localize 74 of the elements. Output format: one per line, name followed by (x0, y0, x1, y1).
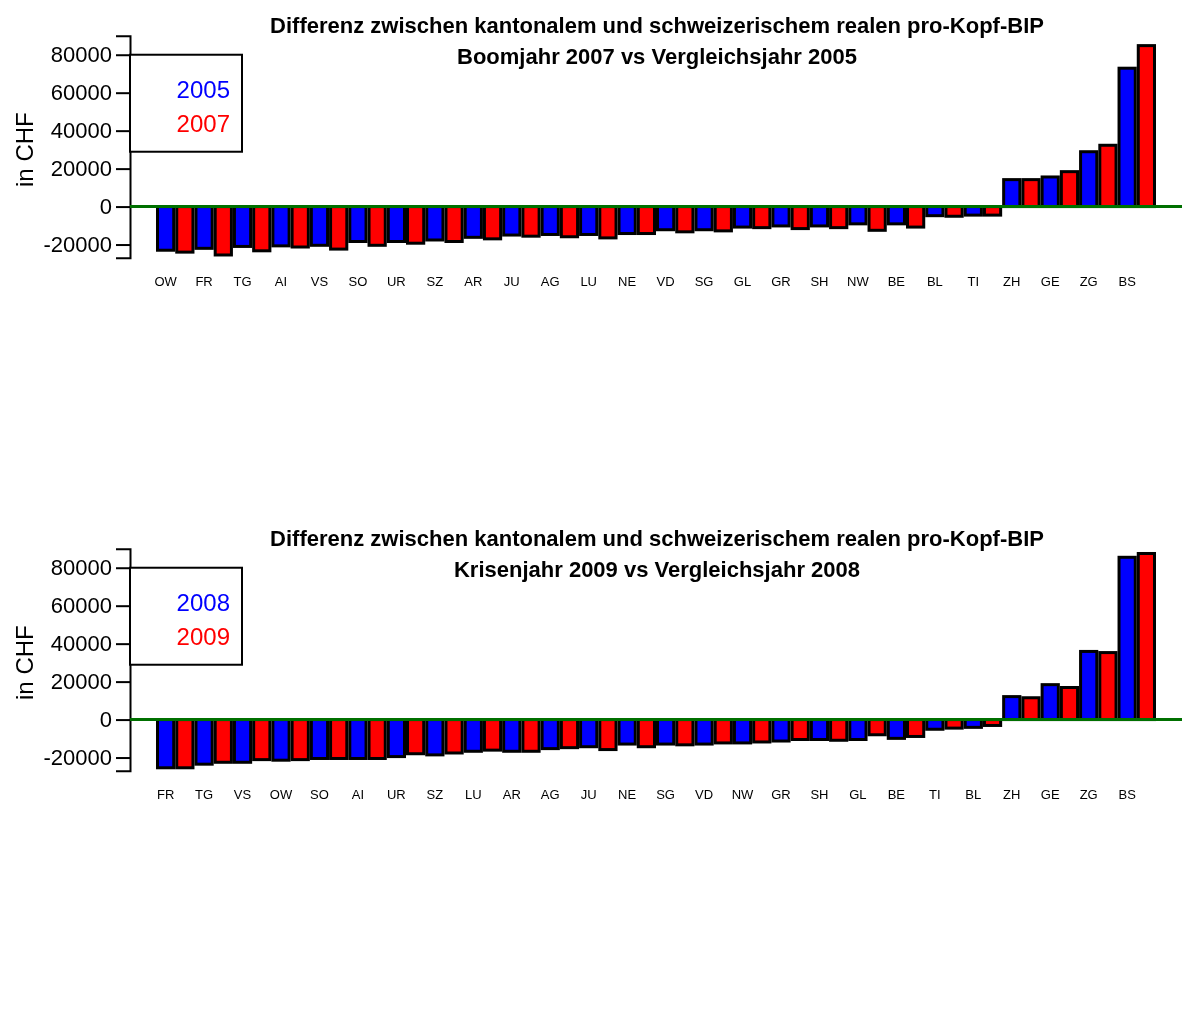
x-tick-label: BE (887, 273, 906, 289)
x-tick-label: JU (580, 786, 597, 802)
x-tick-label: SG (656, 786, 676, 802)
x-tick-label: AI (351, 786, 365, 802)
text: 2005 (176, 75, 230, 103)
x-tick-label: VD (656, 273, 675, 289)
x-tick-label: NE (618, 786, 637, 802)
x-tick-label: SZ (426, 786, 444, 802)
x-tick-label: AR (502, 786, 521, 802)
x-tick-label: GE (1040, 786, 1060, 802)
x-tick-label: GL (733, 273, 752, 289)
x-tick-label: NE (618, 273, 637, 289)
text: 2008 (176, 588, 230, 616)
x-tick-label: BL (926, 273, 943, 289)
x-tick-label: NW (731, 786, 755, 802)
y-tick-label: 60000 (50, 80, 112, 106)
chart-subtitle: Boomjahr 2007 vs Vergleichsjahr 2005 (457, 44, 857, 69)
x-tick-label: GL (849, 786, 867, 802)
y-tick-label: 60000 (50, 593, 112, 619)
x-tick-label: ZG (1079, 786, 1098, 802)
x-tick-label: GR (771, 273, 791, 289)
x-tick-label: SH (810, 273, 829, 289)
y-tick-label: 0 (99, 194, 112, 220)
y-axis-title: in CHF (11, 625, 38, 700)
x-tick-label: ZH (1003, 786, 1021, 802)
x-tick-label: VD (695, 786, 714, 802)
x-tick-label: UR (386, 273, 406, 289)
x-tick-label: AI (274, 273, 288, 289)
x-tick-label: AG (540, 273, 560, 289)
x-tick-label: LU (465, 786, 482, 802)
x-tick-label: TI (929, 786, 941, 802)
y-tick-label: 40000 (50, 118, 112, 144)
y-tick-label: -20000 (43, 232, 112, 258)
x-tick-label: FR (156, 786, 175, 802)
x-tick-label: BS (1118, 786, 1137, 802)
x-tick-label: NW (847, 273, 870, 289)
x-tick-label: SZ (426, 273, 444, 289)
x-tick-label: AG (540, 786, 560, 802)
x-tick-label: BL (965, 786, 982, 802)
x-tick-label: OW (154, 273, 178, 289)
y-tick-label: 40000 (50, 631, 112, 657)
x-tick-label: UR (386, 786, 406, 802)
x-tick-label: OW (269, 786, 293, 802)
y-tick-label: 80000 (50, 555, 112, 581)
x-tick-label: JU (503, 273, 520, 289)
y-tick-label: 20000 (50, 669, 112, 695)
text: 2007 (176, 109, 230, 137)
x-tick-label: TG (233, 273, 252, 289)
y-tick-label: -20000 (43, 745, 112, 771)
x-tick-label: SO (310, 786, 329, 802)
x-tick-label: AR (464, 273, 483, 289)
x-tick-label: SG (694, 273, 714, 289)
x-tick-label: SO (348, 273, 368, 289)
x-tick-label: ZH (1003, 273, 1021, 289)
y-axis-title: in CHF (11, 112, 38, 187)
x-tick-label: BE (887, 786, 906, 802)
x-tick-label: TI (967, 273, 980, 289)
text: 2009 (176, 622, 230, 650)
x-tick-label: VS (233, 786, 252, 802)
y-tick-label: 0 (99, 707, 112, 733)
x-tick-label: LU (580, 273, 597, 289)
x-tick-label: SH (810, 786, 829, 802)
x-tick-label: TG (195, 786, 214, 802)
x-tick-label: GE (1040, 273, 1060, 289)
chart-subtitle: Krisenjahr 2009 vs Vergleichsjahr 2008 (453, 557, 861, 582)
chart-title: Differenz zwischen kantonalem und schweizerischem realen pro-Kopf-BIP (270, 13, 1044, 38)
y-tick-label: 80000 (50, 42, 112, 68)
x-tick-label: GR (771, 786, 791, 802)
chart-title: Differenz zwischen kantonalem und schweizerischem realen pro-Kopf-BIP (270, 526, 1044, 551)
x-tick-label: FR (195, 273, 213, 289)
x-tick-label: VS (310, 273, 329, 289)
x-tick-label: ZG (1079, 273, 1098, 289)
y-tick-label: 20000 (50, 156, 112, 182)
x-tick-label: BS (1118, 273, 1137, 289)
